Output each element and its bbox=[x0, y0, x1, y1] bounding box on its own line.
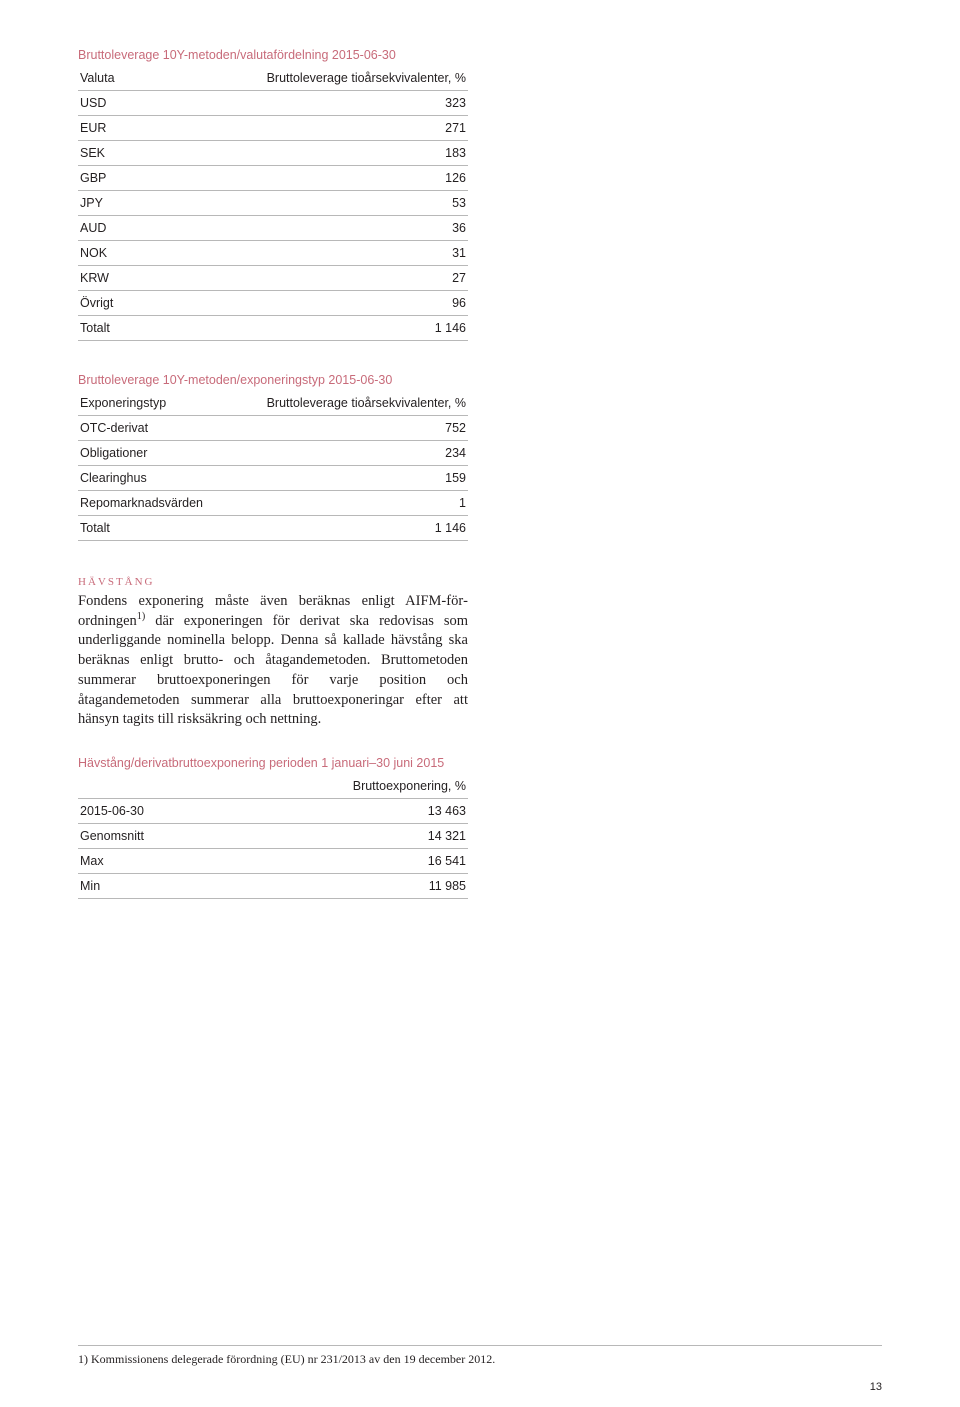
left-column: Bruttoleverage 10Y-metoden/valutafördeln… bbox=[78, 48, 468, 899]
row-label: Genomsnitt bbox=[78, 824, 221, 849]
table2-title: Bruttoleverage 10Y-metoden/exponeringsty… bbox=[78, 373, 468, 387]
page: Bruttoleverage 10Y-metoden/valutafördeln… bbox=[0, 0, 960, 1407]
table1-col-label: Valuta bbox=[78, 66, 140, 91]
table-row: Totalt1 146 bbox=[78, 316, 468, 341]
row-value: 159 bbox=[228, 466, 468, 491]
table3-body: 2015-06-3013 463Genomsnitt14 321Max16 54… bbox=[78, 799, 468, 899]
table2-col-value: Bruttoleverage tioårsekvivalenter, % bbox=[228, 391, 468, 416]
row-label: JPY bbox=[78, 191, 140, 216]
table2-col-label: Exponeringstyp bbox=[78, 391, 228, 416]
row-value: 1 146 bbox=[228, 516, 468, 541]
table3-header-row: Bruttoexponering, % bbox=[78, 774, 468, 799]
footnote-text: 1) Kommissionens delegerade förordning (… bbox=[78, 1352, 882, 1367]
table2-header-row: Exponeringstyp Bruttoleverage tioårsekvi… bbox=[78, 391, 468, 416]
table-row: Övrigt96 bbox=[78, 291, 468, 316]
table2: Exponeringstyp Bruttoleverage tioårsekvi… bbox=[78, 391, 468, 541]
section-heading: hävstång bbox=[78, 573, 468, 590]
row-label: Obligationer bbox=[78, 441, 228, 466]
row-value: 323 bbox=[140, 91, 468, 116]
row-label: AUD bbox=[78, 216, 140, 241]
row-value: 31 bbox=[140, 241, 468, 266]
table-row: GBP126 bbox=[78, 166, 468, 191]
row-label: OTC-derivat bbox=[78, 416, 228, 441]
table-row: Obligationer234 bbox=[78, 441, 468, 466]
row-label: USD bbox=[78, 91, 140, 116]
row-label: Totalt bbox=[78, 316, 140, 341]
row-value: 183 bbox=[140, 141, 468, 166]
row-label: KRW bbox=[78, 266, 140, 291]
table-row: OTC-derivat752 bbox=[78, 416, 468, 441]
row-value: 1 bbox=[228, 491, 468, 516]
row-label: Totalt bbox=[78, 516, 228, 541]
footnote-block: 1) Kommissionens delegerade förordning (… bbox=[78, 1345, 882, 1367]
row-label: Övrigt bbox=[78, 291, 140, 316]
table-row: JPY53 bbox=[78, 191, 468, 216]
table-row: NOK31 bbox=[78, 241, 468, 266]
row-value: 1 146 bbox=[140, 316, 468, 341]
row-label: Min bbox=[78, 874, 221, 899]
row-value: 36 bbox=[140, 216, 468, 241]
row-value: 27 bbox=[140, 266, 468, 291]
row-label: Clearinghus bbox=[78, 466, 228, 491]
row-label: Repomarknadsvärden bbox=[78, 491, 228, 516]
row-value: 234 bbox=[228, 441, 468, 466]
row-label: SEK bbox=[78, 141, 140, 166]
table1-body: USD323EUR271SEK183GBP126JPY53AUD36NOK31K… bbox=[78, 91, 468, 341]
row-value: 126 bbox=[140, 166, 468, 191]
row-value: 13 463 bbox=[221, 799, 468, 824]
table-row: 2015-06-3013 463 bbox=[78, 799, 468, 824]
row-value: 752 bbox=[228, 416, 468, 441]
table1-title: Bruttoleverage 10Y-metoden/valutafördeln… bbox=[78, 48, 468, 62]
row-label: Max bbox=[78, 849, 221, 874]
table-row: Min11 985 bbox=[78, 874, 468, 899]
row-label: EUR bbox=[78, 116, 140, 141]
table3-col-value: Bruttoexponering, % bbox=[221, 774, 468, 799]
table-row: Clearinghus159 bbox=[78, 466, 468, 491]
table1-header-row: Valuta Bruttoleverage tioårsekvivalenter… bbox=[78, 66, 468, 91]
row-label: GBP bbox=[78, 166, 140, 191]
table-row: USD323 bbox=[78, 91, 468, 116]
footnote-rule bbox=[78, 1345, 882, 1346]
row-value: 96 bbox=[140, 291, 468, 316]
row-value: 53 bbox=[140, 191, 468, 216]
table-row: Totalt1 146 bbox=[78, 516, 468, 541]
section-body: Fondens exponering måste även beräknas e… bbox=[78, 592, 468, 730]
table3: Bruttoexponering, % 2015-06-3013 463Geno… bbox=[78, 774, 468, 899]
table-row: EUR271 bbox=[78, 116, 468, 141]
table3-title: Hävstång/derivatbruttoexponering periode… bbox=[78, 756, 468, 770]
row-value: 14 321 bbox=[221, 824, 468, 849]
table1: Valuta Bruttoleverage tioårsekvivalenter… bbox=[78, 66, 468, 341]
table-row: Repomarknadsvärden1 bbox=[78, 491, 468, 516]
table-row: Genomsnitt14 321 bbox=[78, 824, 468, 849]
table3-col-label bbox=[78, 774, 221, 799]
table2-body: OTC-derivat752Obligationer234Clearinghus… bbox=[78, 416, 468, 541]
table1-col-value: Bruttoleverage tioårsekvivalenter, % bbox=[140, 66, 468, 91]
page-number: 13 bbox=[870, 1381, 882, 1393]
table-row: SEK183 bbox=[78, 141, 468, 166]
table-row: AUD36 bbox=[78, 216, 468, 241]
row-value: 271 bbox=[140, 116, 468, 141]
table-row: Max16 541 bbox=[78, 849, 468, 874]
row-label: 2015-06-30 bbox=[78, 799, 221, 824]
row-value: 11 985 bbox=[221, 874, 468, 899]
row-value: 16 541 bbox=[221, 849, 468, 874]
row-label: NOK bbox=[78, 241, 140, 266]
table-row: KRW27 bbox=[78, 266, 468, 291]
